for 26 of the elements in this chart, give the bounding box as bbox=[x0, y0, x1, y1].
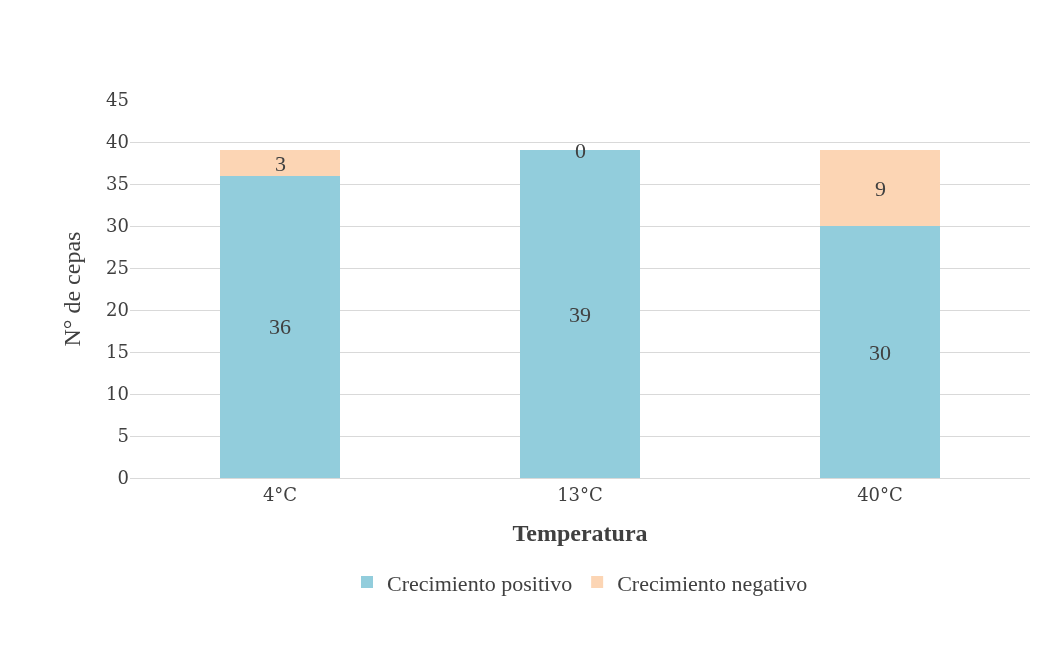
y-tick-label: 5 bbox=[117, 425, 129, 447]
bar bbox=[220, 175, 340, 478]
y-tick-label: 0 bbox=[117, 467, 129, 489]
x-axis-title: Temperatura bbox=[512, 519, 648, 546]
y-tick-label: 25 bbox=[106, 257, 129, 279]
x-tick-label: 4°C bbox=[262, 483, 298, 505]
y-tick-label: 40 bbox=[106, 131, 129, 153]
data-label: 9 bbox=[875, 176, 886, 201]
y-tick-label: 30 bbox=[106, 215, 129, 237]
y-tick-label: 35 bbox=[106, 173, 129, 195]
y-tick-label: 45 bbox=[106, 89, 129, 111]
data-label: 30 bbox=[869, 340, 891, 365]
data-label: 36 bbox=[269, 314, 291, 339]
x-tick-label: 13°C bbox=[557, 483, 603, 505]
y-tick-label: 15 bbox=[106, 341, 129, 363]
data-label: 39 bbox=[569, 302, 591, 327]
data-label: 3 bbox=[275, 151, 286, 176]
y-tick-label: 10 bbox=[106, 383, 129, 405]
legend-label: Crecimiento positivo bbox=[387, 570, 573, 596]
bar bbox=[220, 150, 340, 176]
x-tick-label: 40°C bbox=[857, 483, 903, 505]
y-tick-label: 20 bbox=[106, 299, 129, 321]
bar bbox=[820, 226, 940, 478]
legend-label: Crecimiento negativo bbox=[617, 570, 808, 596]
bar bbox=[820, 150, 940, 226]
y-axis-title: N° de cepas bbox=[59, 231, 86, 347]
